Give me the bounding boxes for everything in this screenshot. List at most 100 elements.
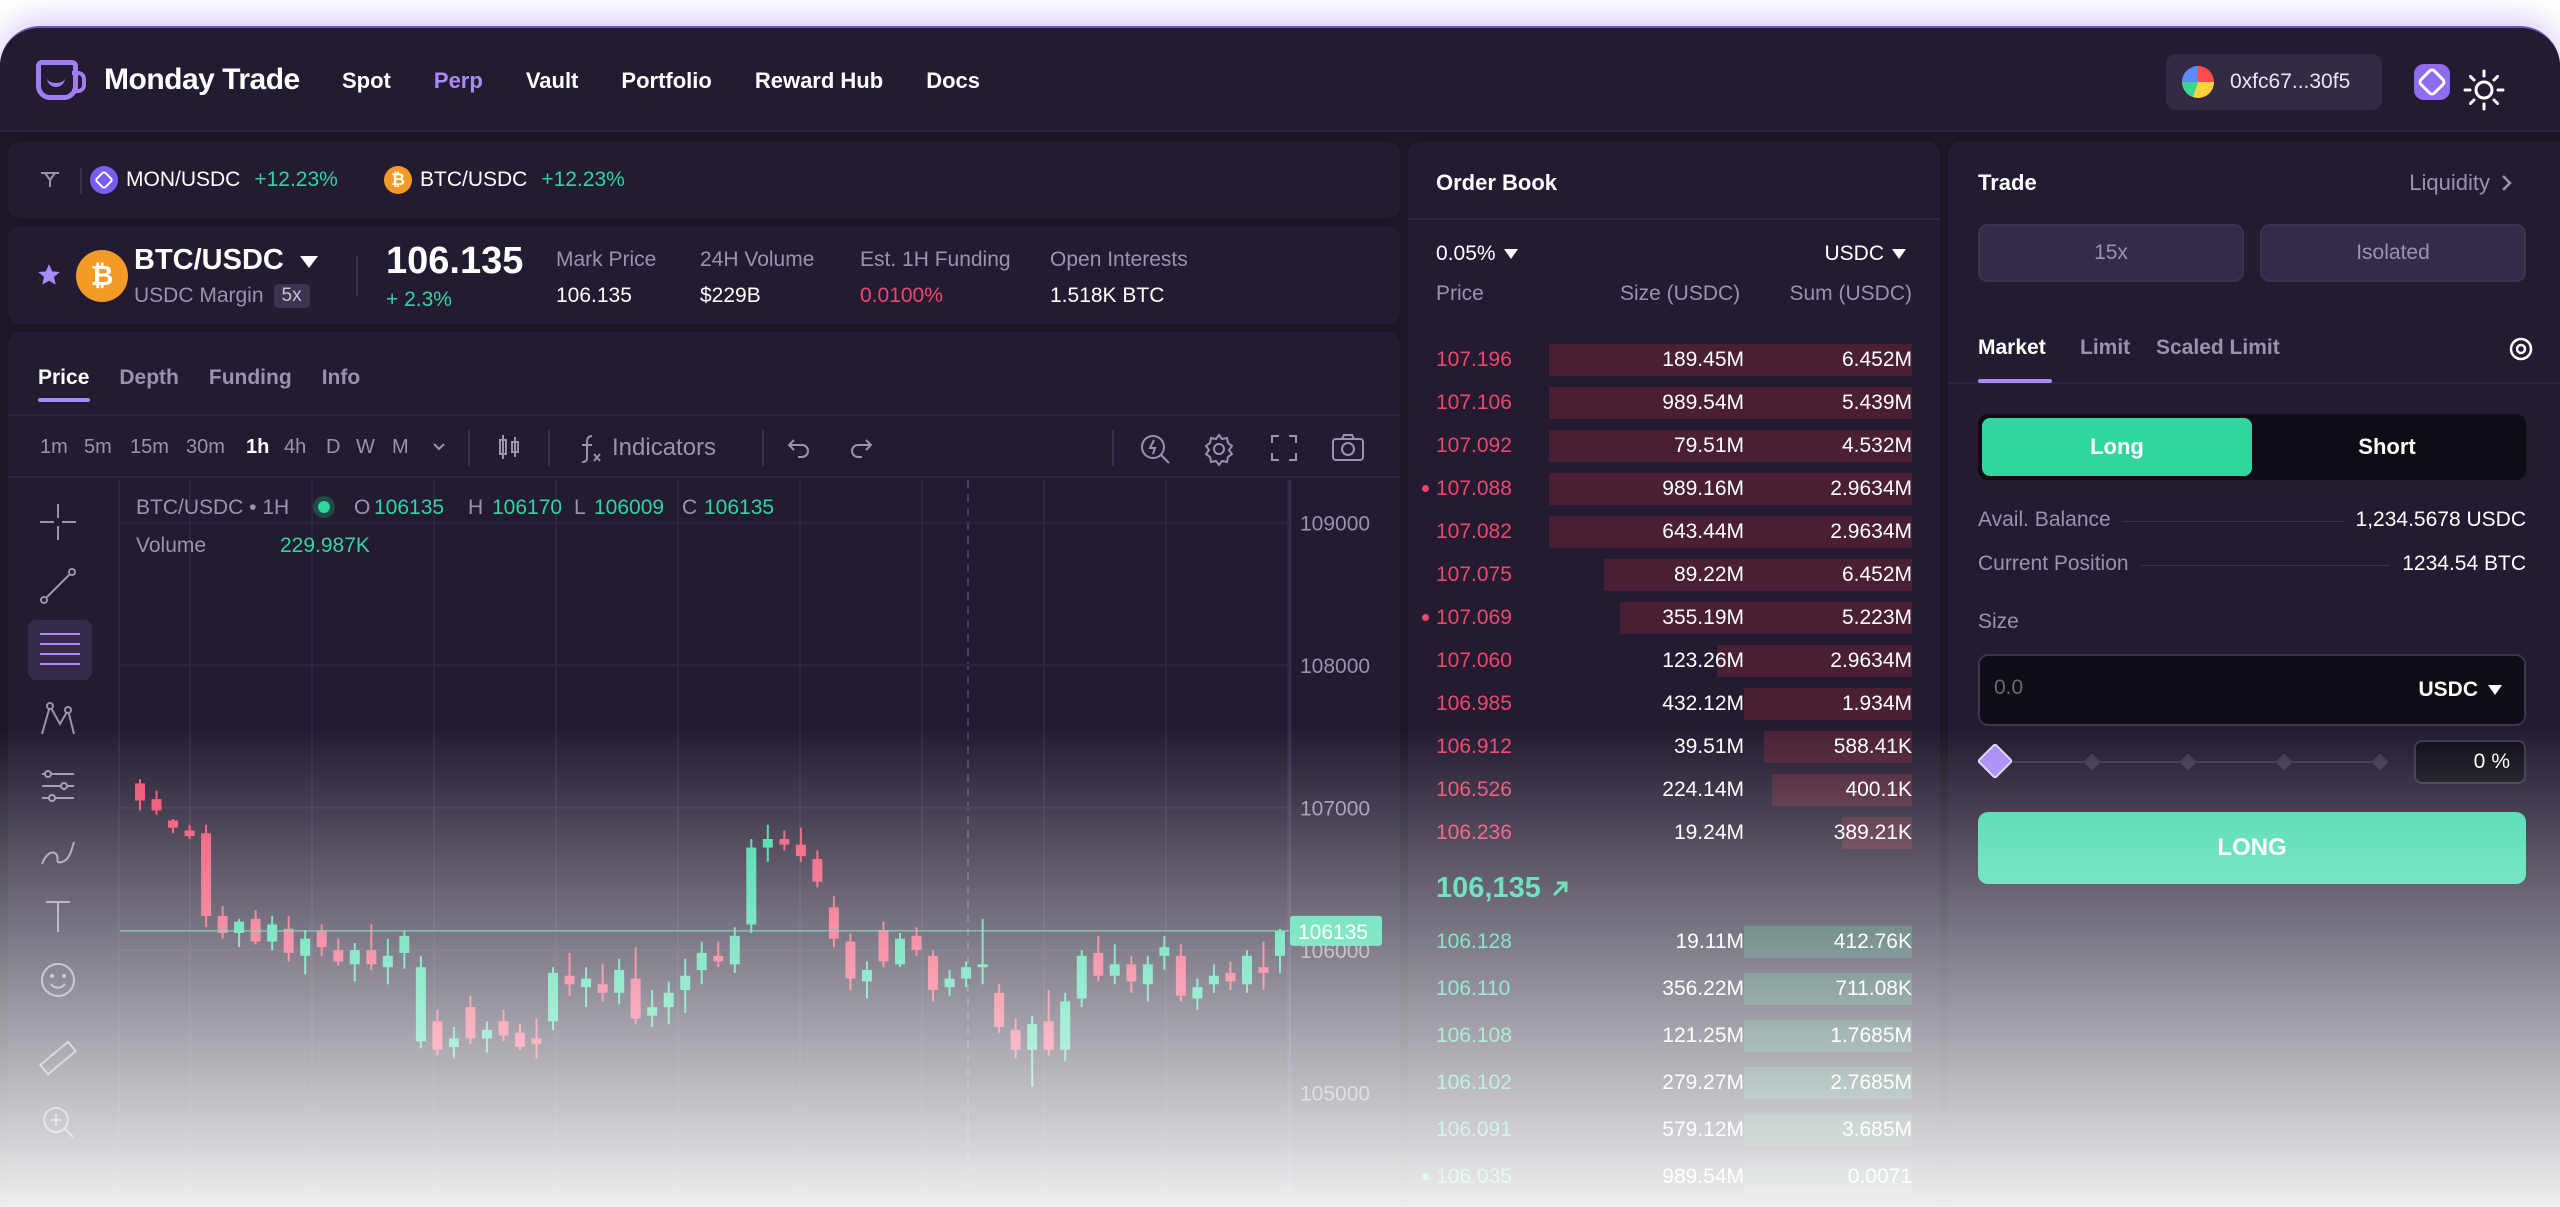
menu-item-docs[interactable]: Docs bbox=[926, 68, 980, 93]
ticker-item-btc[interactable]: ₿ BTC/USDC +12.23% bbox=[384, 166, 625, 194]
candle-body bbox=[581, 978, 592, 988]
tab-depth[interactable]: Depth bbox=[119, 366, 179, 389]
fx-indicators-icon[interactable] bbox=[574, 432, 606, 469]
text-tool-icon[interactable] bbox=[36, 894, 80, 943]
ask-row[interactable]: 106.985 432.12M 1.934M bbox=[1436, 686, 1912, 722]
submit-long-button[interactable]: LONG bbox=[1978, 812, 2526, 884]
undo-icon[interactable] bbox=[784, 432, 814, 467]
wallet-button[interactable]: 0xfc67...30f5 bbox=[2166, 54, 2382, 110]
tick-size-select[interactable]: 0.05% bbox=[1436, 242, 1518, 266]
chevron-down-icon[interactable] bbox=[430, 438, 448, 461]
slider-handle[interactable] bbox=[1976, 742, 2014, 780]
bid-row[interactable]: 106.035 989.54M 0.0071 bbox=[1422, 1159, 1912, 1195]
chart-settings-gear-icon[interactable] bbox=[1202, 432, 1236, 471]
size-unit-select[interactable]: USDC bbox=[2418, 678, 2502, 702]
brush-icon[interactable] bbox=[36, 828, 80, 877]
ruler-icon[interactable] bbox=[36, 1036, 80, 1085]
target-settings-icon[interactable] bbox=[2506, 334, 2536, 369]
tab-info[interactable]: Info bbox=[321, 366, 361, 389]
slider-mark-50[interactable] bbox=[2179, 753, 2197, 771]
tab-funding[interactable]: Funding bbox=[208, 366, 292, 389]
timeframe-d[interactable]: D bbox=[326, 436, 341, 458]
horizontal-lines-icon[interactable] bbox=[28, 620, 92, 680]
trend-line-icon[interactable] bbox=[36, 564, 80, 613]
ask-depth-bar bbox=[1619, 602, 1912, 634]
liquidity-link[interactable]: Liquidity bbox=[2409, 170, 2514, 196]
divider bbox=[80, 168, 82, 194]
slider-mark-75[interactable] bbox=[2275, 753, 2293, 771]
tab-limit[interactable]: Limit bbox=[2080, 336, 2131, 359]
ask-row[interactable]: 107.092 79.51M 4.532M bbox=[1436, 428, 1912, 464]
tab-price[interactable]: Price bbox=[38, 366, 90, 389]
timeframe-1h[interactable]: 1h bbox=[246, 436, 270, 458]
ask-row[interactable]: 107.088 989.16M 2.9634M bbox=[1422, 471, 1912, 507]
filter-icon[interactable] bbox=[38, 168, 62, 197]
size-slider[interactable] bbox=[1976, 742, 2389, 782]
ask-row[interactable]: 107.106 989.54M 5.439M bbox=[1436, 385, 1912, 421]
bid-price: 106.102 bbox=[1436, 1071, 1512, 1094]
timeframe-15m[interactable]: 15m bbox=[130, 436, 169, 458]
ticker-item-mon[interactable]: MON/USDC +12.23% bbox=[90, 166, 338, 194]
candle-type-icon[interactable] bbox=[494, 432, 524, 467]
timeframe-m[interactable]: M bbox=[392, 436, 409, 458]
menu-item-spot[interactable]: Spot bbox=[342, 68, 391, 93]
redo-icon[interactable] bbox=[846, 432, 876, 467]
brand-logo[interactable]: Monday Trade bbox=[36, 58, 300, 102]
slider-mark-25[interactable] bbox=[2083, 753, 2101, 771]
margin-mode-button[interactable]: Isolated bbox=[2260, 224, 2526, 282]
ask-price: 106.526 bbox=[1436, 778, 1512, 801]
ask-row[interactable]: 107.075 89.22M 6.452M bbox=[1436, 557, 1912, 593]
long-tab[interactable]: Long bbox=[1982, 418, 2252, 476]
pattern-tool-icon[interactable] bbox=[36, 698, 80, 747]
leverage-button[interactable]: 15x bbox=[1978, 224, 2244, 282]
tab-market[interactable]: Market bbox=[1978, 336, 2046, 359]
crosshair-icon[interactable] bbox=[36, 500, 80, 549]
timeframe-30m[interactable]: 30m bbox=[186, 436, 225, 458]
size-input[interactable] bbox=[1994, 676, 2374, 700]
timeframe-w[interactable]: W bbox=[356, 436, 375, 458]
unit-select[interactable]: USDC bbox=[1824, 242, 1906, 266]
menu-item-portfolio[interactable]: Portfolio bbox=[621, 68, 712, 93]
timeframe-5m[interactable]: 5m bbox=[84, 436, 112, 458]
emoji-icon[interactable] bbox=[36, 958, 80, 1007]
network-icon[interactable] bbox=[2414, 64, 2450, 100]
ask-depth-bar bbox=[1717, 645, 1912, 677]
ask-row[interactable]: 107.196 189.45M 6.452M bbox=[1436, 342, 1912, 378]
bid-row[interactable]: 106.102 279.27M 2.7685M bbox=[1436, 1065, 1912, 1101]
slider-mark-100[interactable] bbox=[2371, 753, 2389, 771]
tab-scaled-limit[interactable]: Scaled Limit bbox=[2156, 336, 2280, 359]
menu-item-perp[interactable]: Perp bbox=[433, 68, 483, 93]
screenshot-camera-icon[interactable] bbox=[1330, 432, 1366, 469]
zoom-in-icon[interactable] bbox=[36, 1100, 80, 1149]
ask-row[interactable]: 106.912 39.51M 588.41K bbox=[1436, 729, 1912, 765]
timeframe-1m[interactable]: 1m bbox=[40, 436, 68, 458]
bid-row[interactable]: 106.110 356.22M 711.08K bbox=[1436, 971, 1912, 1007]
bid-row[interactable]: 106.128 19.11M 412.76K bbox=[1436, 924, 1912, 960]
timeframe-4h[interactable]: 4h bbox=[284, 436, 307, 458]
ask-row[interactable]: 107.069 355.19M 5.223M bbox=[1422, 600, 1912, 636]
fullscreen-icon[interactable] bbox=[1268, 432, 1300, 469]
quick-search-icon[interactable] bbox=[1138, 432, 1172, 471]
menu-item-vault[interactable]: Vault bbox=[525, 68, 579, 93]
chevron-down-icon[interactable] bbox=[300, 256, 318, 268]
bid-row[interactable]: 106.108 121.25M 1.7685M bbox=[1436, 1018, 1912, 1054]
pair-selector[interactable]: BTC/USDC bbox=[134, 244, 284, 276]
indicators-button[interactable]: Indicators bbox=[612, 434, 717, 461]
axis-tick-label: 105000 bbox=[1300, 1083, 1370, 1106]
ask-row[interactable]: 106.236 19.24M 389.21K bbox=[1436, 815, 1912, 851]
axis-tick-label: 107000 bbox=[1300, 798, 1370, 821]
menu-item-reward-hub[interactable]: Reward Hub bbox=[754, 68, 884, 93]
ask-sum: 6.452M bbox=[1841, 348, 1912, 371]
bid-row[interactable]: 106.091 579.12M 3.685M bbox=[1436, 1112, 1912, 1148]
ask-row[interactable]: 106.526 224.14M 400.1K bbox=[1436, 772, 1912, 808]
short-tab[interactable]: Short bbox=[2358, 434, 2416, 459]
fib-tool-icon[interactable] bbox=[36, 764, 80, 813]
favorite-star-icon[interactable] bbox=[36, 262, 62, 293]
price-axis: 1090001080001070001060001050001040001061… bbox=[1289, 480, 1382, 1207]
candlestick-chart[interactable]: 1090001080001070001060001050001040001061… bbox=[120, 480, 1400, 1207]
ask-row[interactable]: 107.082 643.44M 2.9634M bbox=[1436, 514, 1912, 550]
bid-sum: 0.0071 bbox=[1847, 1165, 1912, 1188]
ask-row[interactable]: 107.060 123.26M 2.9634M bbox=[1436, 643, 1912, 679]
percent-input[interactable]: 0 % bbox=[2414, 740, 2526, 784]
theme-toggle-sun-icon[interactable] bbox=[2463, 69, 2505, 111]
